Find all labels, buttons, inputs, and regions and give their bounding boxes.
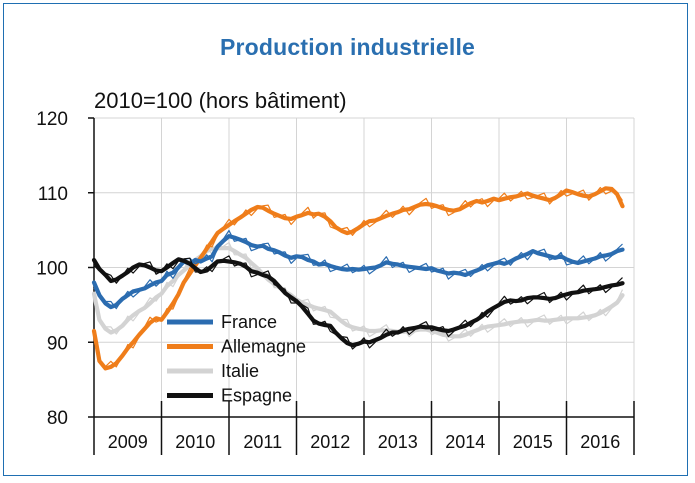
legend-label-italie: Italie <box>221 361 259 381</box>
axes: 80 90 100 110 120 2009 2010 2011 2012 2013 2014 201… <box>36 109 635 455</box>
y-tick-label: 90 <box>47 333 68 354</box>
y-tick-label: 100 <box>36 259 68 280</box>
x-tick-label: 2014 <box>445 432 485 452</box>
x-tick-label: 2010 <box>175 432 215 452</box>
x-tick-label: 2009 <box>108 432 148 452</box>
chart-title: Production industrielle <box>219 34 476 60</box>
series-line-italie <box>91 246 625 339</box>
x-tick-label: 2012 <box>310 432 350 452</box>
chart-frame <box>3 3 688 476</box>
legend-label-espagne: Espagne <box>221 386 292 406</box>
x-tick-label: 2015 <box>513 432 553 452</box>
chart-subtitle: 2010=100 (hors bâtiment) <box>94 88 347 113</box>
y-tick-label: 120 <box>36 109 68 130</box>
series-lines <box>91 186 625 371</box>
legend: France Allemagne Italie Espagne <box>167 312 306 406</box>
series-line-allemagne <box>91 186 625 371</box>
series-line-france <box>91 234 625 310</box>
x-tick-label: 2011 <box>243 432 282 452</box>
series-line-raw-italie <box>93 241 624 342</box>
legend-label-allemagne: Allemagne <box>221 337 306 357</box>
legend-label-france: France <box>221 312 277 332</box>
x-tick-label: 2016 <box>580 432 620 452</box>
x-tick-label: 2013 <box>378 432 418 452</box>
y-tick-label: 110 <box>38 184 68 205</box>
series-line-espagne <box>91 257 625 348</box>
y-tick-label: 80 <box>47 408 68 429</box>
